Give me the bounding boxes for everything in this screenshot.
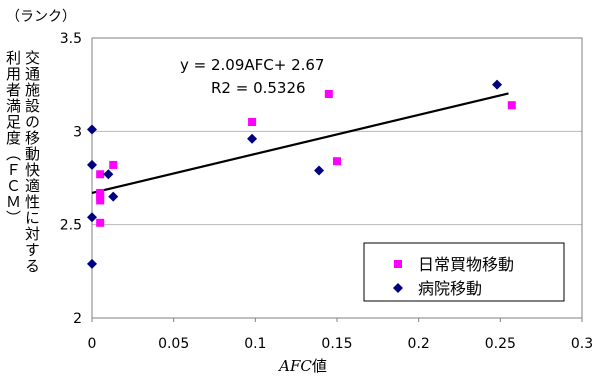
point-hospital	[492, 79, 503, 90]
point-shopping	[333, 157, 341, 166]
y-unit-label: （ランク）	[6, 9, 76, 25]
point-hospital	[87, 124, 97, 135]
point-hospital	[87, 258, 97, 269]
y-axis-label: 交通施設の移動快適性に対する 利用者満足度（ＦＣＭ）	[2, 50, 42, 370]
x-tick-label: 0.2	[408, 336, 430, 352]
y-tick-label: 2	[73, 311, 82, 327]
point-shopping	[96, 170, 105, 179]
y-axis-label-line-2: 利用者満足度（ＦＣＭ）	[4, 50, 22, 226]
point-hospital	[87, 212, 97, 223]
point-hospital	[87, 159, 97, 170]
y-tick-label: 2.5	[60, 218, 82, 234]
point-hospital	[108, 191, 119, 202]
legend-marker-hospital	[393, 283, 403, 293]
x-axis-label-suffix: 値	[311, 357, 327, 375]
point-shopping	[507, 101, 516, 110]
point-shopping	[96, 218, 105, 227]
y-axis-label-line-1: 交通施設の移動快適性に対する	[23, 50, 41, 274]
point-hospital	[314, 165, 325, 176]
y-tick-label: 3.5	[60, 31, 82, 47]
x-tick-label: 0.05	[158, 336, 189, 352]
point-shopping	[324, 90, 333, 98]
point-shopping	[109, 160, 118, 169]
point-shopping	[96, 196, 105, 205]
x-tick-label: 0.25	[485, 336, 516, 352]
point-shopping	[248, 118, 257, 126]
point-hospital	[247, 133, 258, 144]
legend-label-hospital: 病院移動	[418, 279, 482, 298]
legend-label-shopping: 日常買物移動	[418, 255, 514, 274]
point-hospital	[103, 169, 114, 180]
x-axis-label-main: AFC	[279, 357, 312, 375]
x-axis-label: AFC値	[0, 355, 606, 376]
x-tick-label: 0.3	[571, 336, 593, 352]
legend-marker-shopping	[394, 260, 402, 268]
trendline	[91, 92, 509, 195]
y-tick-label: 3	[73, 124, 82, 140]
x-tick-label: 0.1	[244, 336, 266, 352]
x-tick-label: 0	[88, 336, 97, 352]
r2-annotation: R2 = 0.5326	[211, 79, 306, 97]
x-tick-label: 0.15	[321, 336, 352, 352]
equation-annotation: y = 2.09AFC+ 2.67	[180, 56, 324, 74]
